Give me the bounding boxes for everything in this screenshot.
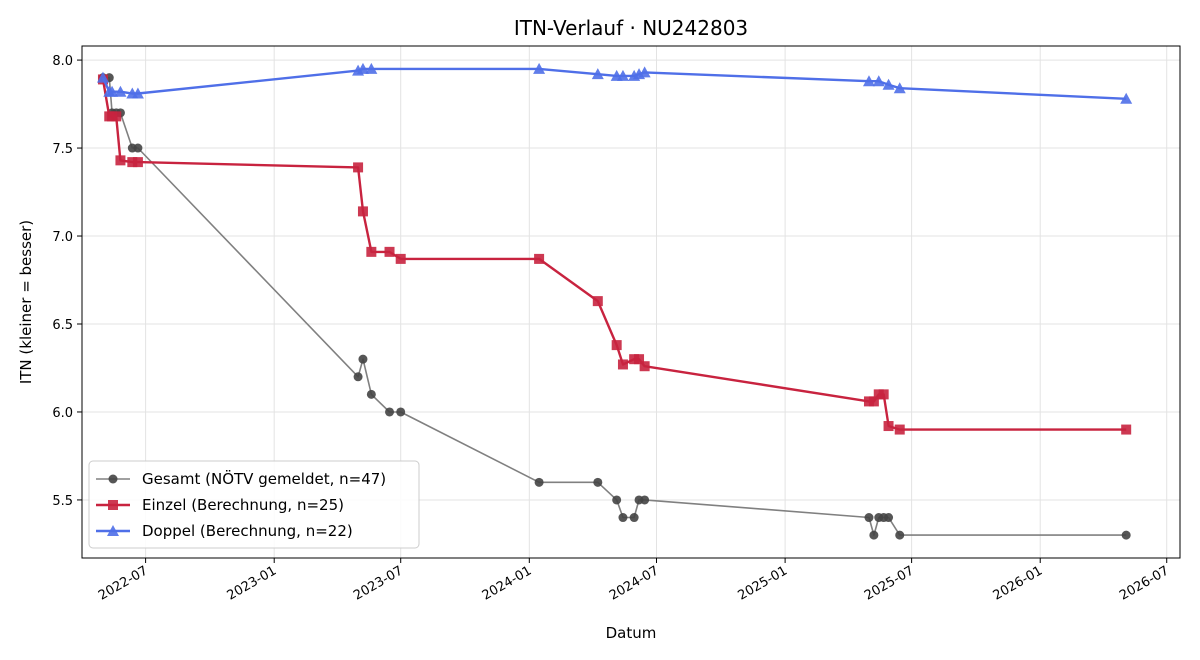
data-point bbox=[533, 62, 546, 74]
data-point bbox=[366, 389, 376, 399]
data-point bbox=[895, 530, 905, 540]
data-point bbox=[878, 389, 889, 400]
series-triangle bbox=[96, 62, 1133, 104]
data-point bbox=[131, 87, 144, 99]
legend-marker bbox=[108, 474, 118, 484]
data-point bbox=[395, 253, 406, 264]
data-point bbox=[882, 78, 895, 90]
data-point bbox=[869, 530, 879, 540]
data-point bbox=[396, 407, 406, 417]
data-point bbox=[106, 85, 119, 97]
series-layer bbox=[96, 62, 1133, 540]
legend-label: Einzel (Berechnung, n=25) bbox=[142, 496, 344, 514]
data-point bbox=[356, 62, 369, 74]
legend-label: Gesamt (NÖTV gemeldet, n=47) bbox=[142, 469, 386, 488]
data-point bbox=[365, 62, 378, 74]
data-point bbox=[127, 157, 138, 168]
data-point bbox=[133, 143, 143, 153]
data-point bbox=[132, 157, 143, 168]
data-point bbox=[639, 361, 650, 372]
data-point bbox=[384, 246, 395, 257]
data-point bbox=[592, 296, 603, 307]
data-point bbox=[385, 407, 395, 417]
x-axis-title: Datum bbox=[606, 624, 657, 642]
data-point bbox=[893, 82, 906, 94]
legend-marker bbox=[107, 525, 119, 536]
data-point bbox=[634, 354, 645, 365]
y-tick-label: 6.0 bbox=[52, 406, 73, 421]
data-point bbox=[111, 111, 122, 122]
y-tick-label: 8.0 bbox=[52, 54, 73, 69]
data-point bbox=[1121, 530, 1131, 540]
data-point bbox=[864, 513, 874, 523]
grid bbox=[82, 46, 1180, 558]
data-point bbox=[1121, 424, 1132, 435]
data-point bbox=[618, 513, 628, 523]
data-point bbox=[629, 513, 639, 523]
data-point bbox=[358, 354, 368, 364]
data-point bbox=[353, 162, 364, 173]
y-tick-label: 7.0 bbox=[52, 230, 73, 245]
data-point bbox=[96, 71, 109, 83]
legend-label: Doppel (Berechnung, n=22) bbox=[142, 522, 353, 540]
data-point bbox=[638, 66, 651, 78]
y-tick-label: 5.5 bbox=[52, 494, 73, 509]
legend: Gesamt (NÖTV gemeldet, n=47) Einzel (Bere… bbox=[88, 460, 420, 549]
legend-box bbox=[88, 460, 420, 549]
data-point bbox=[115, 155, 126, 166]
data-point bbox=[611, 340, 622, 351]
data-point bbox=[640, 495, 650, 505]
y-tick-label: 7.5 bbox=[52, 142, 73, 157]
data-point bbox=[616, 69, 629, 81]
legend-marker bbox=[108, 500, 118, 510]
data-point bbox=[534, 253, 545, 264]
data-point bbox=[593, 477, 603, 487]
data-point bbox=[366, 246, 377, 257]
data-point bbox=[884, 513, 894, 523]
data-point bbox=[612, 495, 622, 505]
data-point bbox=[1120, 92, 1133, 104]
chart-title: ITN-Verlauf · NU242803 bbox=[514, 16, 748, 40]
data-point bbox=[591, 68, 604, 80]
data-point bbox=[357, 206, 368, 217]
plot-frame bbox=[81, 45, 1181, 559]
data-point bbox=[883, 421, 894, 432]
data-point bbox=[353, 372, 363, 382]
data-point bbox=[534, 477, 544, 487]
data-point bbox=[894, 424, 905, 435]
data-point bbox=[617, 359, 628, 370]
data-point bbox=[114, 85, 127, 97]
data-point bbox=[868, 396, 879, 407]
data-point bbox=[872, 75, 885, 87]
data-point bbox=[862, 75, 875, 87]
y-tick-label: 6.5 bbox=[52, 318, 73, 333]
y-axis-title: ITN (kleiner = besser) bbox=[17, 220, 35, 384]
